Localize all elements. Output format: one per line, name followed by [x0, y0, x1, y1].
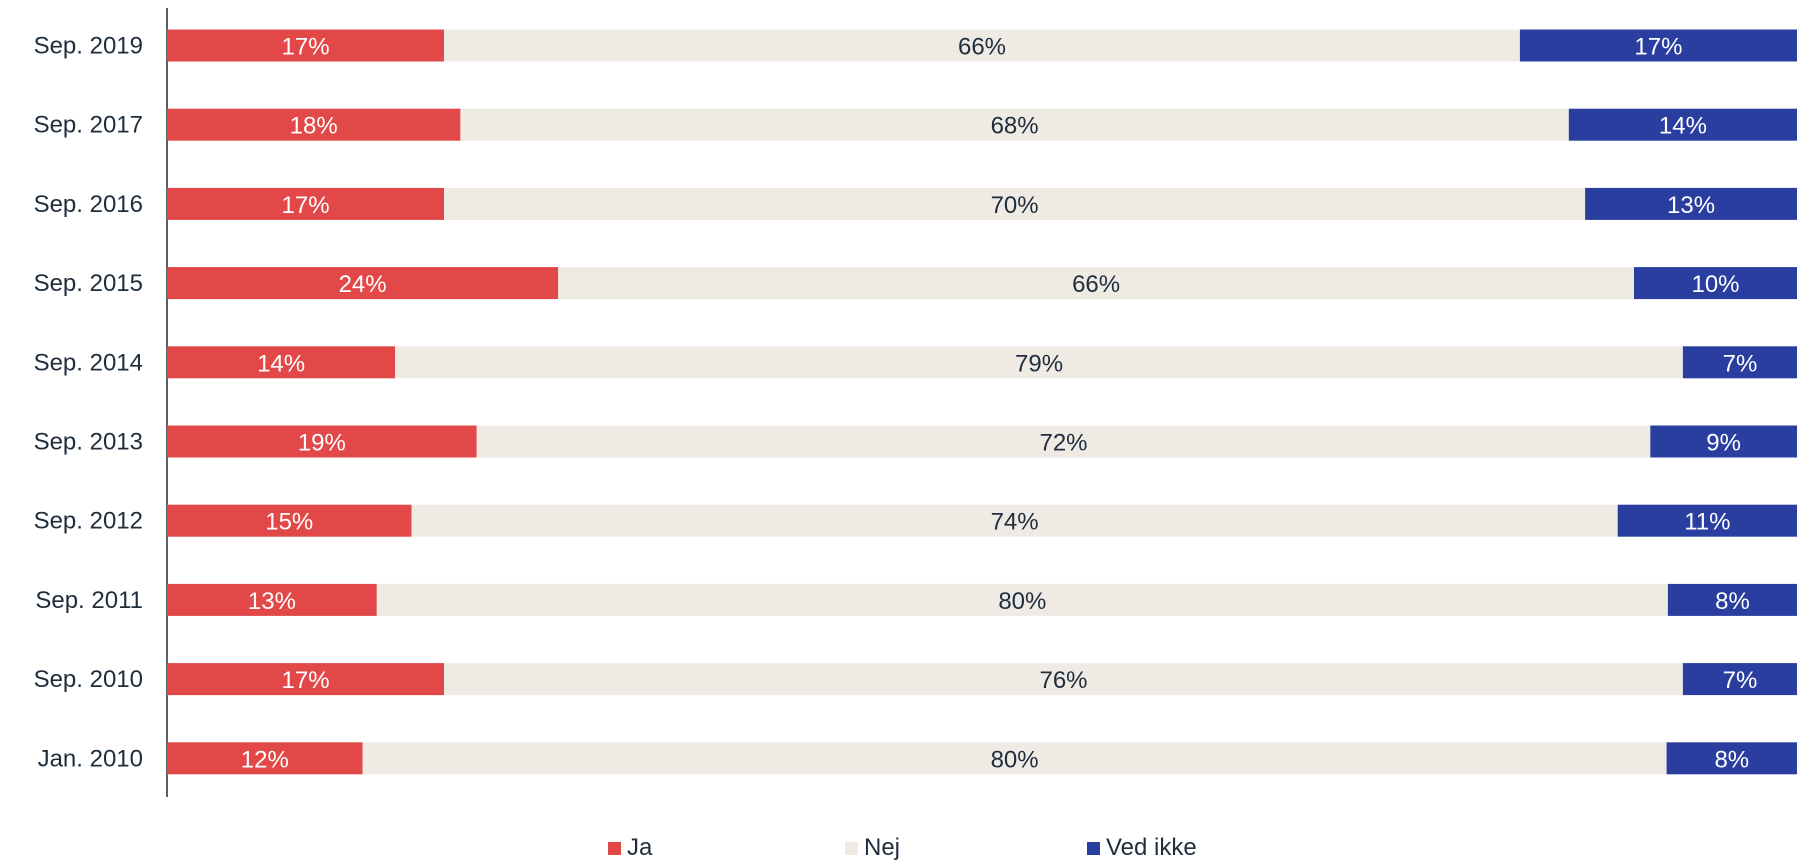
legend-label-ved-ikke: Ved ikke [1106, 834, 1197, 861]
bar-ja [167, 267, 559, 300]
data-label-nej: 74% [991, 509, 1039, 536]
category-label: Sep. 2010 [34, 666, 143, 693]
category-label: Sep. 2013 [34, 429, 143, 456]
legend-item-nej: Nej [845, 834, 900, 862]
legend-swatch-ja [608, 841, 621, 855]
legend-swatch-ved-ikke [1087, 841, 1100, 855]
data-label-ja: 19% [298, 430, 346, 457]
bar-nej [558, 267, 1635, 300]
category-label: Sep. 2019 [34, 33, 143, 60]
bar-ved-ikke [1617, 504, 1797, 537]
bar-ja [167, 346, 396, 379]
bar-ved-ikke [1682, 346, 1797, 379]
bar-ved-ikke [1666, 742, 1797, 775]
bar-nej [444, 29, 1520, 62]
data-label-ved-ikke: 7% [1723, 350, 1758, 377]
data-label-ja: 18% [290, 113, 338, 140]
bar-ved-ikke [1519, 29, 1797, 62]
category-label: Jan. 2010 [38, 745, 143, 772]
data-label-nej: 70% [991, 192, 1039, 219]
data-label-nej: 72% [1039, 430, 1087, 457]
data-label-ved-ikke: 14% [1659, 113, 1707, 140]
data-label-ja: 14% [257, 350, 305, 377]
legend-item-ja: Ja [608, 834, 652, 862]
bars [167, 29, 1797, 775]
data-label-ja: 17% [282, 34, 330, 61]
legend-item-ved-ikke: Ved ikke [1087, 834, 1197, 862]
data-label-ved-ikke: 11% [1684, 509, 1730, 536]
bar-nej [444, 187, 1586, 220]
data-label-nej: 66% [1072, 271, 1120, 298]
bar-ja [167, 187, 445, 220]
bar-ved-ikke [1667, 583, 1797, 616]
bar-ved-ikke [1634, 267, 1797, 300]
bar-ved-ikke [1650, 425, 1797, 458]
bar-nej [476, 425, 1651, 458]
category-label: Sep. 2014 [34, 349, 143, 376]
value-labels: 17% 66% 17% 18% 68% 14% 17% 70% 13% 24% 66% 10% 14% 7… [241, 34, 1758, 774]
bar-ja [167, 425, 477, 458]
bar-ved-ikke [1585, 187, 1797, 220]
data-label-nej: 68% [991, 113, 1039, 140]
bar-nej [411, 504, 1618, 537]
bar-ja [167, 29, 445, 62]
category-label: Sep. 2011 [35, 587, 143, 614]
legend-label-nej: Nej [864, 834, 901, 861]
data-label-ved-ikke: 8% [1715, 588, 1750, 615]
bar-ja [167, 742, 363, 775]
bar-ved-ikke [1568, 108, 1797, 141]
legend-swatch-nej [845, 841, 858, 855]
data-label-ja: 13% [248, 588, 296, 615]
data-label-ved-ikke: 8% [1714, 746, 1749, 773]
data-label-ved-ikke: 13% [1667, 192, 1715, 219]
category-label: Sep. 2012 [34, 508, 143, 535]
data-label-ja: 15% [265, 509, 313, 536]
data-label-nej: 76% [1039, 667, 1087, 694]
category-label: Sep. 2016 [34, 191, 143, 218]
bar-nej [362, 742, 1667, 775]
category-labels: Sep. 2019 Sep. 2017 Sep. 2016 Sep. 2015 Sep.… [34, 33, 143, 773]
data-label-nej: 79% [1015, 350, 1063, 377]
bar-ja [167, 504, 412, 537]
data-label-ved-ikke: 9% [1706, 430, 1741, 457]
data-label-ved-ikke: 7% [1723, 667, 1758, 694]
data-label-ja: 12% [241, 746, 289, 773]
bar-nej [444, 663, 1683, 696]
bar-ja [167, 663, 445, 696]
legend-label-ja: Ja [627, 834, 653, 861]
category-label: Sep. 2017 [34, 112, 143, 139]
data-label-nej: 66% [958, 34, 1006, 61]
bar-nej [395, 346, 1683, 379]
bar-ja [167, 108, 461, 141]
bar-nej [460, 108, 1569, 141]
bar-ja [167, 583, 377, 616]
data-label-nej: 80% [998, 588, 1046, 615]
data-label-nej: 80% [991, 746, 1039, 773]
legend: Ja Nej Ved ikke [0, 834, 1797, 864]
data-label-ja: 24% [339, 271, 387, 298]
data-label-ved-ikke: 10% [1691, 271, 1739, 298]
bar-ved-ikke [1682, 663, 1797, 696]
data-label-ved-ikke: 17% [1634, 34, 1682, 61]
bar-nej [376, 583, 1668, 616]
data-label-ja: 17% [282, 667, 330, 694]
data-label-ja: 17% [282, 192, 330, 219]
category-label: Sep. 2015 [34, 270, 143, 297]
